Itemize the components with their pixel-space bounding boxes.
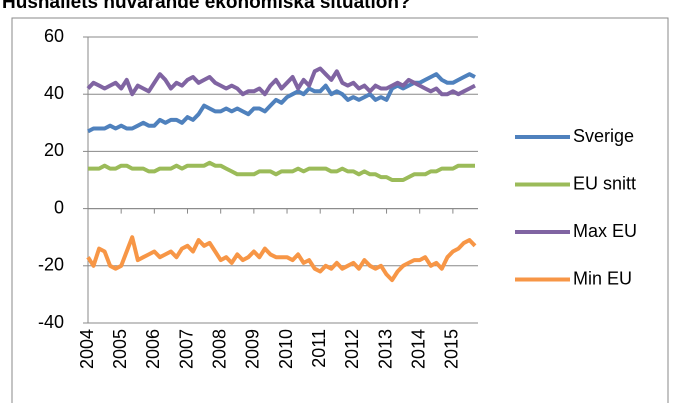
y-tick-label: 60 bbox=[44, 26, 64, 46]
x-tick-label: 2012 bbox=[342, 329, 362, 369]
legend-label: EU snitt bbox=[573, 173, 636, 193]
series-line bbox=[86, 66, 476, 97]
chart-title: Hushållets nuvarande ekonomiska situatio… bbox=[2, 0, 411, 13]
y-tick-label: -20 bbox=[38, 255, 64, 275]
x-tick-label: 2014 bbox=[408, 329, 428, 369]
chart-frame bbox=[11, 17, 669, 403]
x-tick-label: 2011 bbox=[309, 329, 329, 368]
y-tick-label: 40 bbox=[44, 83, 64, 103]
legend-label: Min EU bbox=[573, 268, 632, 288]
x-tick-label: 2006 bbox=[143, 329, 163, 369]
x-tick-label: 2004 bbox=[77, 329, 97, 369]
series-line bbox=[88, 160, 475, 182]
x-tick-label: 2009 bbox=[243, 329, 263, 369]
x-tick-label: 2010 bbox=[276, 329, 296, 369]
legend-label: Max EU bbox=[573, 221, 637, 241]
y-tick-label: -40 bbox=[38, 312, 64, 332]
legend-label: Sverige bbox=[573, 126, 634, 146]
y-tick-label: 20 bbox=[44, 140, 64, 160]
x-tick-label: 2005 bbox=[110, 329, 130, 369]
x-tick-label: 2015 bbox=[442, 329, 462, 369]
x-tick-label: 2008 bbox=[209, 329, 229, 369]
x-tick-label: 2007 bbox=[176, 329, 196, 369]
y-tick-label: 0 bbox=[54, 197, 64, 217]
x-tick-label: 2013 bbox=[375, 329, 395, 369]
series-line bbox=[86, 235, 477, 283]
series-line bbox=[87, 72, 476, 134]
